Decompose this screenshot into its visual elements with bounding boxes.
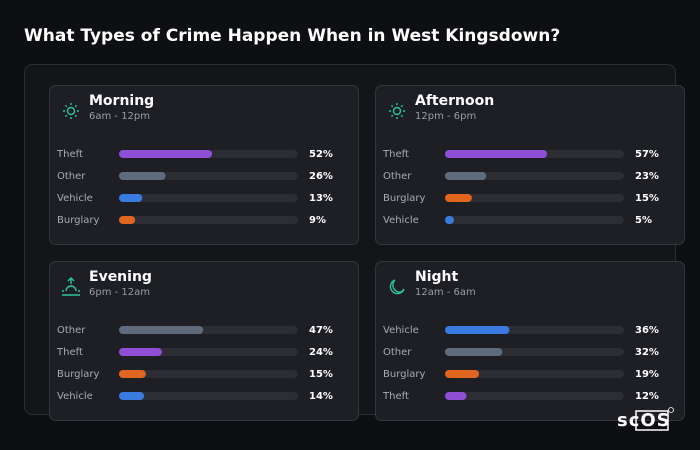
category-label: Other [57,171,86,182]
value-label: 9% [309,215,326,226]
bar [119,348,162,356]
bar [445,370,480,378]
value-label: 19% [635,369,659,380]
category-label: Burglary [383,193,425,204]
panel [375,261,685,421]
bar [119,392,145,400]
panel-title: Night [415,269,459,285]
value-label: 13% [309,193,333,204]
bar [445,150,548,158]
value-label: 15% [309,369,333,380]
value-label: 26% [309,171,333,182]
logo-box [635,410,669,431]
panel-subtitle: 12am - 6am [415,287,476,298]
bar-track [445,216,624,224]
category-label: Vehicle [383,215,419,226]
value-label: 15% [635,193,659,204]
bar [445,326,510,334]
value-label: 5% [635,215,652,226]
panel-subtitle: 6am - 12pm [89,111,150,122]
value-label: 14% [309,391,333,402]
bar [119,194,143,202]
bar [119,326,204,334]
value-label: 52% [309,149,333,160]
value-label: 24% [309,347,333,358]
bar [445,172,487,180]
category-label: Theft [382,149,409,160]
panel [49,85,359,245]
panel-subtitle: 12pm - 6pm [415,111,476,122]
bar-track [445,194,624,202]
category-label: Theft [56,347,83,358]
category-label: Vehicle [57,193,93,204]
sun-icon [63,103,79,119]
watermark: scOS [617,410,671,431]
panel-subtitle: 6pm - 12am [89,287,150,298]
bar-track [445,392,624,400]
bar-track [119,392,298,400]
value-label: 36% [635,325,659,336]
category-label: Vehicle [383,325,419,336]
category-label: Other [383,171,412,182]
bar-track [119,194,298,202]
panel [49,261,359,421]
panel-title: Morning [89,93,154,109]
panels: Morning 6am - 12pm Theft 52% Other 26% Vehicle… [49,85,685,421]
bar-track [445,370,624,378]
bar-track [119,370,298,378]
value-label: 23% [635,171,659,182]
bar [445,216,454,224]
bar [119,150,213,158]
category-label: Other [383,347,412,358]
bar [119,370,146,378]
category-label: Burglary [383,369,425,380]
category-label: Theft [56,149,83,160]
bar [445,194,472,202]
bar [119,216,136,224]
panel [375,85,685,245]
value-label: 12% [635,391,659,402]
category-label: Burglary [57,369,99,380]
sunset-icon [62,277,80,296]
panel-title: Afternoon [415,93,494,109]
bar [445,392,467,400]
category-label: Vehicle [57,391,93,402]
page-title: What Types of Crime Happen When in West … [24,26,560,46]
moon-icon [389,279,405,295]
bar-track [445,172,624,180]
value-label: 57% [635,149,659,160]
category-label: Theft [382,391,409,402]
value-label: 47% [309,325,333,336]
bar [445,348,503,356]
value-label: 32% [635,347,659,358]
panel-title: Evening [89,269,152,285]
registered-mark [668,407,674,413]
category-label: Other [57,325,86,336]
sun-icon [389,103,405,119]
bar-track [119,348,298,356]
bar-track [119,216,298,224]
bar [119,172,166,180]
category-label: Burglary [57,215,99,226]
